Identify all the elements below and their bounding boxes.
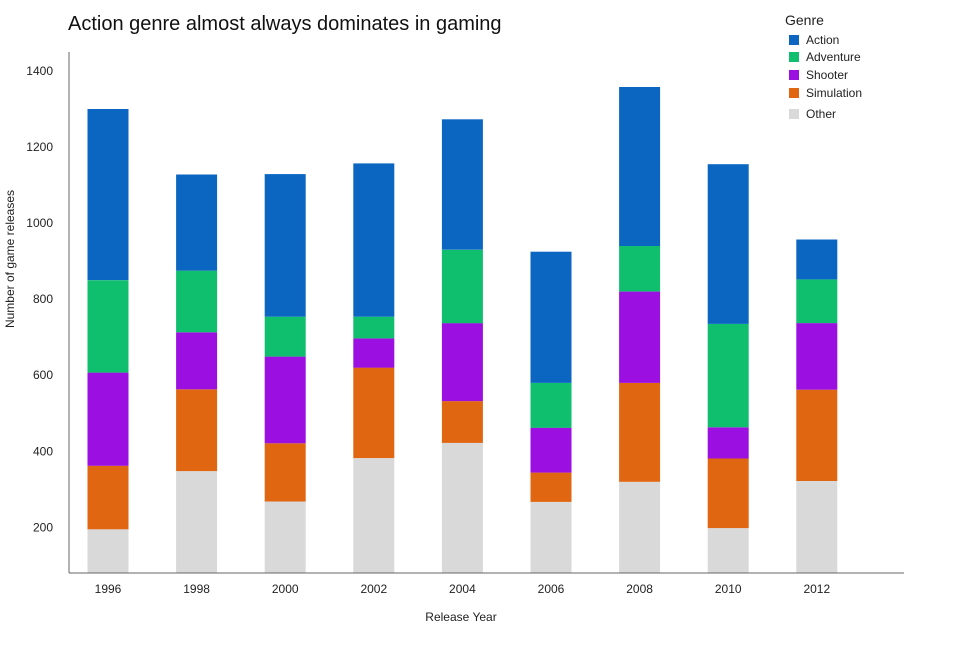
bar-segment-simulation-2004 bbox=[441, 401, 483, 443]
bar-segment-other-2002 bbox=[353, 458, 395, 573]
bar-segment-simulation-1996 bbox=[87, 465, 129, 530]
x-tick-label: 2012 bbox=[803, 582, 830, 596]
bar-segment-simulation-2010 bbox=[707, 458, 749, 529]
bar-segment-simulation-2002 bbox=[353, 367, 395, 459]
legend-label-adventure: Adventure bbox=[806, 50, 861, 64]
legend-swatch-shooter bbox=[789, 70, 799, 80]
legend: Genre Action Adventure Shooter Simulation Ot… bbox=[785, 12, 862, 121]
y-tick-label: 400 bbox=[33, 444, 53, 458]
bar-segment-simulation-2006 bbox=[530, 472, 572, 502]
x-tick-labels: 1996 1998 2000 2002 2004 2006 2008 2010 2012 bbox=[95, 582, 831, 596]
legend-label-shooter: Shooter bbox=[806, 68, 848, 82]
bar-segment-shooter-1996 bbox=[87, 372, 129, 466]
legend-swatch-simulation bbox=[789, 88, 799, 98]
bar-segment-simulation-2000 bbox=[264, 443, 306, 502]
bar-segment-action-1996 bbox=[87, 109, 129, 281]
bars-group bbox=[87, 87, 838, 573]
bar-segment-adventure-2008 bbox=[619, 245, 661, 292]
y-tick-label: 800 bbox=[33, 292, 53, 306]
bar-segment-other-2010 bbox=[707, 528, 749, 573]
chart-title: Action genre almost always dominates in … bbox=[68, 13, 502, 35]
bar-segment-adventure-2000 bbox=[264, 316, 306, 357]
bar-segment-adventure-2010 bbox=[707, 323, 749, 428]
bar-segment-adventure-1996 bbox=[87, 280, 129, 373]
x-tick-label: 1996 bbox=[95, 582, 122, 596]
bar-segment-action-2012 bbox=[796, 239, 838, 280]
bar-segment-other-2004 bbox=[441, 442, 483, 573]
bar-segment-simulation-2012 bbox=[796, 389, 838, 481]
bar-segment-shooter-2004 bbox=[441, 323, 483, 402]
x-tick-label: 2000 bbox=[272, 582, 299, 596]
bar-segment-adventure-2004 bbox=[441, 249, 483, 324]
bar-segment-shooter-2008 bbox=[619, 291, 661, 383]
legend-label-simulation: Simulation bbox=[806, 86, 862, 100]
bar-segment-action-2004 bbox=[441, 119, 483, 250]
bar-segment-shooter-2010 bbox=[707, 427, 749, 459]
bar-segment-shooter-2000 bbox=[264, 356, 306, 444]
bar-segment-adventure-2002 bbox=[353, 316, 395, 339]
x-tick-label: 2008 bbox=[626, 582, 653, 596]
bar-segment-shooter-1998 bbox=[176, 332, 218, 390]
bar-segment-action-2006 bbox=[530, 251, 572, 383]
legend-swatch-other bbox=[789, 109, 799, 119]
y-tick-label: 600 bbox=[33, 368, 53, 382]
bar-segment-action-2000 bbox=[264, 174, 306, 317]
bar-segment-other-1998 bbox=[176, 471, 218, 573]
bar-segment-adventure-2012 bbox=[796, 279, 838, 324]
bar-segment-shooter-2002 bbox=[353, 338, 395, 368]
x-tick-label: 2006 bbox=[538, 582, 565, 596]
x-tick-label: 2010 bbox=[715, 582, 742, 596]
legend-label-action: Action bbox=[806, 33, 839, 47]
legend-swatch-adventure bbox=[789, 52, 799, 62]
bar-segment-other-2006 bbox=[530, 501, 572, 573]
y-tick-label: 1400 bbox=[26, 64, 53, 78]
bar-segment-other-2012 bbox=[796, 481, 838, 573]
y-tick-label: 1200 bbox=[26, 140, 53, 154]
bar-segment-other-1996 bbox=[87, 529, 129, 573]
legend-label-other: Other bbox=[806, 107, 836, 121]
legend-swatch-action bbox=[789, 35, 799, 45]
bar-segment-action-2008 bbox=[619, 87, 661, 246]
bar-segment-shooter-2012 bbox=[796, 323, 838, 390]
x-tick-label: 2004 bbox=[449, 582, 476, 596]
x-tick-label: 1998 bbox=[183, 582, 210, 596]
y-tick-label: 200 bbox=[33, 520, 53, 534]
bar-segment-action-2010 bbox=[707, 164, 749, 324]
bar-segment-adventure-1998 bbox=[176, 270, 218, 333]
y-tick-label: 1000 bbox=[26, 216, 53, 230]
bar-segment-other-2000 bbox=[264, 501, 306, 573]
legend-title: Genre bbox=[785, 12, 824, 28]
bar-segment-action-2002 bbox=[353, 163, 395, 317]
y-axis-title: Number of game releases bbox=[3, 190, 17, 328]
bar-segment-other-2008 bbox=[619, 481, 661, 573]
x-axis-title: Release Year bbox=[425, 610, 496, 624]
x-tick-label: 2002 bbox=[360, 582, 387, 596]
bar-segment-adventure-2006 bbox=[530, 382, 572, 428]
bar-segment-simulation-1998 bbox=[176, 389, 218, 472]
bar-segment-action-1998 bbox=[176, 174, 218, 271]
bar-segment-simulation-2008 bbox=[619, 382, 661, 482]
bar-segment-shooter-2006 bbox=[530, 427, 572, 473]
y-tick-labels: 200 400 600 800 1000 1200 1400 bbox=[26, 64, 53, 534]
